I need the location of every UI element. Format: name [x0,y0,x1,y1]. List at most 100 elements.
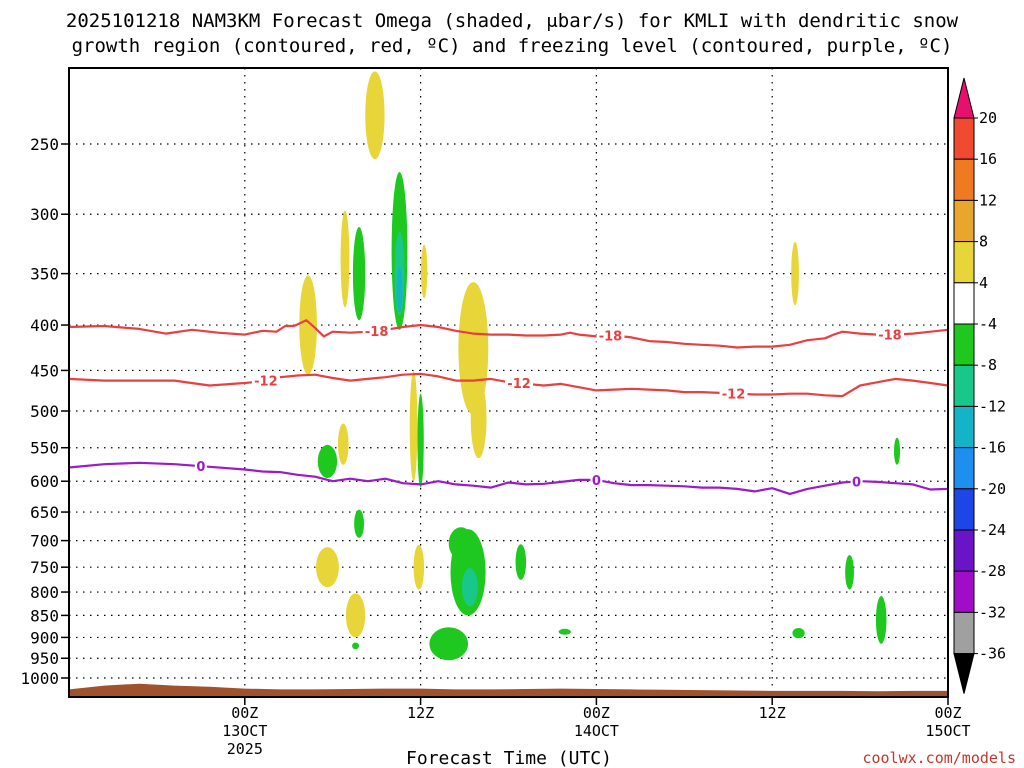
y-tick-label: 500 [30,402,59,421]
contour-line [69,319,948,349]
x-tick-label: 12Z [759,704,786,722]
contour-label: -18 [365,325,389,340]
x-tick-label: 00Z [231,704,258,722]
omega-blob [420,244,428,299]
x-tick-label: 00Z [934,704,961,722]
colorbar-box [953,488,975,531]
y-tick-label: 650 [30,503,59,522]
credit-link[interactable]: coolwx.com/models [862,749,1016,767]
colorbar-box [953,117,975,160]
colorbar-box [953,282,975,325]
x-tick-label: 00Z [583,704,610,722]
colorbar-bottom-arrow [953,653,975,694]
omega-blob [429,627,469,661]
y-tick-label: 700 [30,532,59,551]
x-axis-label: Forecast Time (UTC) [406,748,612,768]
omega-blob [461,568,478,607]
omega-blob [352,227,366,321]
contour-label: -18 [599,330,623,345]
y-tick-label: 450 [30,361,59,380]
colorbar: 20 16 12 8 4 -4 -8 -12 -16 -20 -24 -28 -32 -36 [953,77,1006,694]
omega-blob [345,593,366,638]
colorbar-label: -8 [979,356,997,374]
omega-blob [299,275,317,375]
omega-blob [515,544,527,580]
colorbar-box [953,611,975,655]
omega-blob [791,241,799,306]
y-tick-label: 750 [30,558,59,577]
colorbar-box [953,405,975,449]
colorbar-label: -32 [979,603,1006,621]
ground-surface [69,683,948,697]
contour-label: -12 [254,375,278,390]
y-tick-label: 400 [30,316,59,335]
contour-label-bg [590,472,603,487]
omega-blob [792,627,805,639]
contour-label-bg [850,474,863,489]
omega-blob [317,444,338,479]
contour-label: -12 [722,388,746,403]
colorbar-box [953,570,975,613]
temperature-contours: -18 -18 -18 -12 -12 -12 0 0 0 [69,319,948,495]
omega-blob [470,379,487,459]
omega-blob [396,267,403,313]
y-tick-label: 850 [30,606,59,625]
contour-label: -18 [878,329,902,344]
omega-blob [365,71,385,160]
y-tick-label: 550 [30,439,59,458]
colorbar-label: -12 [979,397,1006,415]
x-tick-date: 15OCT [925,722,970,740]
ground-layer [69,683,948,697]
colorbar-label: -28 [979,562,1006,580]
colorbar-label: -4 [979,315,997,333]
colorbar-label: -16 [979,439,1006,457]
colorbar-box [953,199,975,243]
colorbar-box [953,364,975,407]
y-tick-label: 250 [30,135,59,154]
y-tick-label: 600 [30,472,59,491]
chart-title-line-2: growth region (contoured, red, ºC) and f… [72,35,953,57]
omega-blob [894,437,901,465]
contour-label-bg [719,386,748,401]
colorbar-box [953,529,975,572]
x-tick-date: 13OCT [222,722,267,740]
chart-title-line-1: 2025101218 NAM3KM Forecast Omega (shaded… [66,10,959,32]
colorbar-label: 16 [979,150,997,168]
plot-frame [68,67,949,698]
omega-blob [845,554,854,590]
contour-label-bg [251,373,280,388]
contour-label-bg [194,459,207,474]
colorbar-label: 4 [979,274,988,292]
omega-blob [558,628,571,635]
x-tick-date: 14OCT [574,722,619,740]
omega-blob [352,642,360,650]
colorbar-box [953,158,975,201]
contour-label-bg [875,327,904,342]
colorbar-box [953,447,975,490]
contour-label: 0 [196,460,205,475]
colorbar-label: 20 [979,109,997,127]
y-tick-label: 1000 [20,669,59,688]
omega-blob [417,393,424,488]
omega-blob [315,547,339,588]
contour-label: 0 [592,474,601,489]
contour-line [69,461,948,495]
omega-blob [413,544,425,590]
y-tick-label: 300 [30,205,59,224]
omega-blob [875,596,887,644]
y-axis-ticks: 250 300 350 400 450 500 550 600 650 700 750 800 850 9… [20,135,69,688]
y-tick-label: 800 [30,583,59,602]
colorbar-top-arrow [953,77,975,119]
x-tick-year: 2025 [227,740,263,758]
contour-label-bg [362,323,391,338]
contour-line [69,372,948,398]
contour-label: -12 [507,377,531,392]
colorbar-box [953,323,975,366]
x-tick-label: 12Z [407,704,434,722]
y-tick-label: 950 [30,649,59,668]
omega-blob [409,370,418,482]
contour-label-bg [596,328,625,343]
colorbar-label: 8 [979,233,988,251]
